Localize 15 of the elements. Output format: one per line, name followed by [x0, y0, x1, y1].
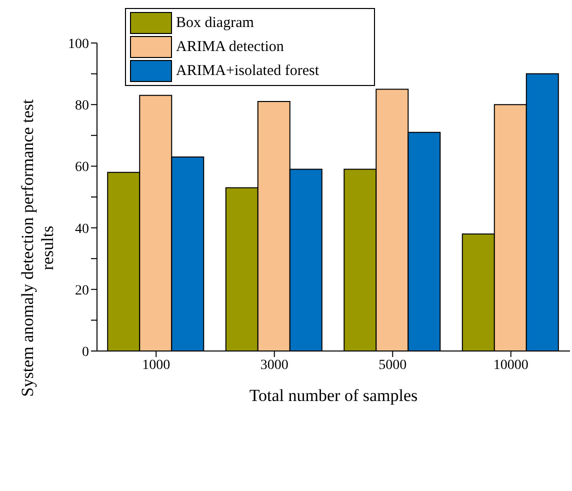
y-tick-label: 60 — [75, 160, 89, 176]
y-tick-label: 40 — [75, 222, 89, 237]
y-tick-label: 100 — [68, 36, 89, 52]
y-tick-label: 0 — [82, 344, 89, 360]
x-tick-label: 5000 — [378, 358, 407, 373]
legend-label: ARIMA+isolated forest — [176, 62, 320, 80]
legend-label: ARIMA detection — [176, 38, 284, 56]
x-tick-label: 10000 — [493, 358, 528, 373]
x-axis-title: Total number of samples — [249, 386, 418, 405]
legend-label: Box diagram — [176, 14, 254, 32]
y-axis-title: System anomaly detection performance test results — [18, 98, 58, 399]
x-tick-label: 1000 — [142, 358, 170, 373]
y-tick-label: 20 — [75, 283, 89, 298]
y-tick-label: 80 — [75, 98, 89, 114]
x-tick-label: 3000 — [260, 358, 288, 373]
